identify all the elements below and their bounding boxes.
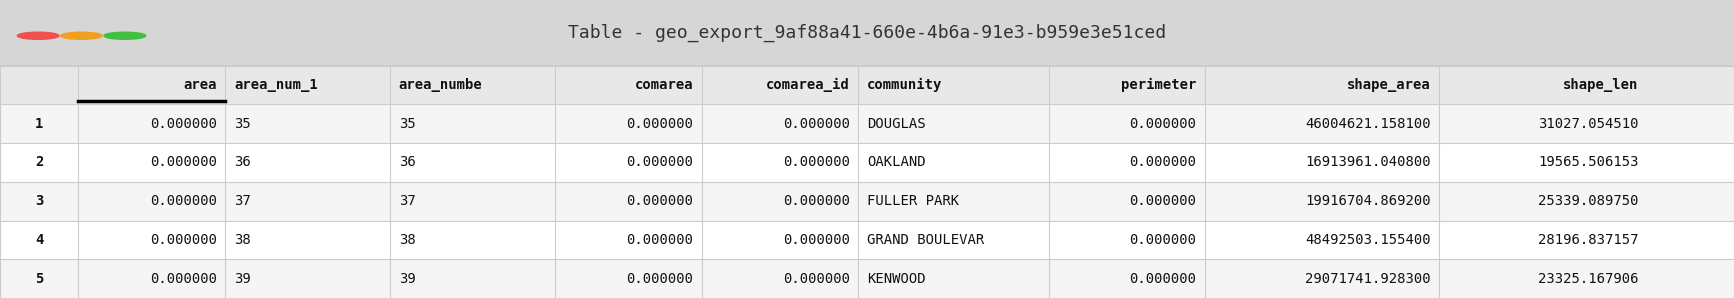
Text: 29071741.928300: 29071741.928300 <box>1306 272 1431 285</box>
Text: 28196.837157: 28196.837157 <box>1538 233 1639 247</box>
Text: shape_area: shape_area <box>1347 78 1431 92</box>
Text: 19916704.869200: 19916704.869200 <box>1306 194 1431 208</box>
Text: KENWOOD: KENWOOD <box>867 272 926 285</box>
Text: 36: 36 <box>399 156 416 169</box>
Text: 0.000000: 0.000000 <box>782 156 850 169</box>
Text: 38: 38 <box>399 233 416 247</box>
Text: 0.000000: 0.000000 <box>149 194 217 208</box>
Text: 0.000000: 0.000000 <box>149 117 217 131</box>
Text: 0.000000: 0.000000 <box>782 272 850 285</box>
Text: 16913961.040800: 16913961.040800 <box>1306 156 1431 169</box>
Text: 0.000000: 0.000000 <box>782 233 850 247</box>
Text: 4: 4 <box>35 233 43 247</box>
Text: 0.000000: 0.000000 <box>626 156 694 169</box>
FancyBboxPatch shape <box>0 182 1734 221</box>
Text: DOUGLAS: DOUGLAS <box>867 117 926 131</box>
FancyBboxPatch shape <box>0 104 1734 143</box>
Text: 23325.167906: 23325.167906 <box>1538 272 1639 285</box>
Text: area: area <box>184 78 217 92</box>
Text: 19565.506153: 19565.506153 <box>1538 156 1639 169</box>
Text: 5: 5 <box>35 272 43 285</box>
Text: 37: 37 <box>399 194 416 208</box>
Text: area_num_1: area_num_1 <box>234 78 317 92</box>
Text: 0.000000: 0.000000 <box>1129 156 1196 169</box>
Text: 0.000000: 0.000000 <box>626 117 694 131</box>
Text: 46004621.158100: 46004621.158100 <box>1306 117 1431 131</box>
Circle shape <box>61 32 102 39</box>
Text: comarea: comarea <box>635 78 694 92</box>
Text: 37: 37 <box>234 194 251 208</box>
Text: 39: 39 <box>234 272 251 285</box>
Circle shape <box>104 32 146 39</box>
Text: Table - geo_export_9af88a41-660e-4b6a-91e3-b959e3e51ced: Table - geo_export_9af88a41-660e-4b6a-91… <box>569 24 1165 42</box>
Text: 2: 2 <box>35 156 43 169</box>
Text: 0.000000: 0.000000 <box>1129 272 1196 285</box>
Text: 35: 35 <box>234 117 251 131</box>
Text: 0.000000: 0.000000 <box>1129 233 1196 247</box>
Text: community: community <box>867 78 942 92</box>
Text: 0.000000: 0.000000 <box>782 117 850 131</box>
Text: 0.000000: 0.000000 <box>149 233 217 247</box>
FancyBboxPatch shape <box>0 0 1734 66</box>
Text: 0.000000: 0.000000 <box>626 233 694 247</box>
Text: 48492503.155400: 48492503.155400 <box>1306 233 1431 247</box>
Text: 35: 35 <box>399 117 416 131</box>
Text: 38: 38 <box>234 233 251 247</box>
Text: perimeter: perimeter <box>1122 78 1196 92</box>
Text: 0.000000: 0.000000 <box>626 272 694 285</box>
Text: 31027.054510: 31027.054510 <box>1538 117 1639 131</box>
Circle shape <box>17 32 59 39</box>
Text: 0.000000: 0.000000 <box>1129 194 1196 208</box>
Text: 3: 3 <box>35 194 43 208</box>
Text: FULLER PARK: FULLER PARK <box>867 194 959 208</box>
Text: GRAND BOULEVAR: GRAND BOULEVAR <box>867 233 985 247</box>
Text: 36: 36 <box>234 156 251 169</box>
Text: 0.000000: 0.000000 <box>626 194 694 208</box>
FancyBboxPatch shape <box>0 66 1734 104</box>
FancyBboxPatch shape <box>0 259 1734 298</box>
Text: 0.000000: 0.000000 <box>149 156 217 169</box>
Text: OAKLAND: OAKLAND <box>867 156 926 169</box>
Text: 25339.089750: 25339.089750 <box>1538 194 1639 208</box>
Text: comarea_id: comarea_id <box>766 78 850 92</box>
Text: area_numbe: area_numbe <box>399 78 482 92</box>
Text: 39: 39 <box>399 272 416 285</box>
Text: 0.000000: 0.000000 <box>149 272 217 285</box>
FancyBboxPatch shape <box>0 221 1734 259</box>
Text: 0.000000: 0.000000 <box>782 194 850 208</box>
Text: 1: 1 <box>35 117 43 131</box>
FancyBboxPatch shape <box>0 143 1734 182</box>
Text: shape_len: shape_len <box>1564 78 1639 92</box>
Text: 0.000000: 0.000000 <box>1129 117 1196 131</box>
